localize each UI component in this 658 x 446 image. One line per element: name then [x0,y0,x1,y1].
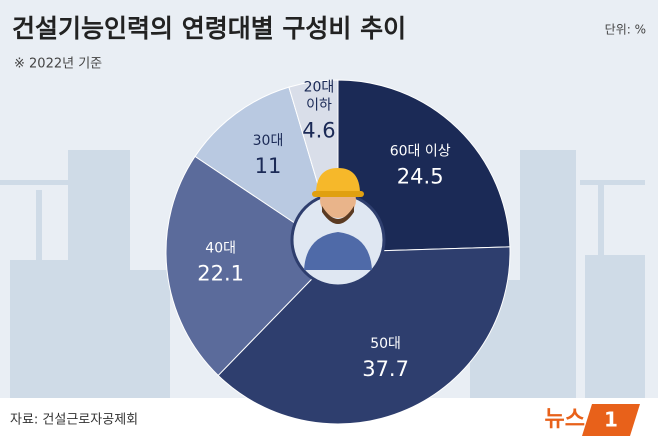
pie-slice [165,155,339,377]
chart-title: 건설기능인력의 연령대별 구성비 추이 [12,14,406,43]
buildings [0,150,645,400]
slice-category-label: 50대 [370,336,401,352]
subtitle: ※ 2022년 기준 [14,57,102,72]
slice-value-label: 24.5 [397,164,444,188]
slice-value-label: 4.6 [302,118,335,142]
slice-value-label: 37.7 [362,357,409,381]
slice-value-label: 22.1 [197,261,244,285]
logo-mark: 1 [604,408,618,432]
unit-label: 단위: % [605,23,646,37]
slice-category-label: 20대 이하 [304,79,335,113]
slice-value-label: 11 [255,154,282,178]
worker-icon [290,168,386,288]
pie-slice [337,79,511,253]
slice-category-label: 30대 [253,133,284,149]
source: 자료: 건설근로자공제회 [10,413,138,428]
logo: 뉴스 1 [545,404,640,436]
logo-text: 뉴스 [545,407,585,432]
slice-category-label: 40대 [205,240,236,256]
slice-category-label: 60대 이상 [390,143,451,159]
pie-slice [217,246,511,425]
